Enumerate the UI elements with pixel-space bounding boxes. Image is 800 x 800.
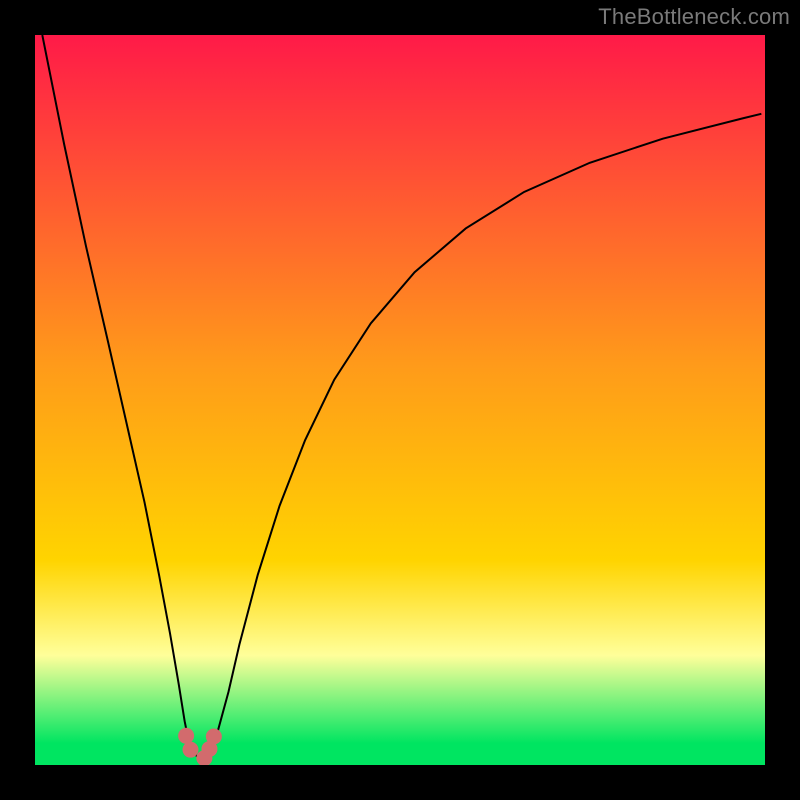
chart-frame: TheBottleneck.com bbox=[0, 0, 800, 800]
curve-marker bbox=[182, 742, 198, 758]
chart-svg bbox=[35, 35, 765, 765]
curve-marker bbox=[178, 728, 194, 744]
curve-marker bbox=[206, 729, 222, 745]
watermark-label: TheBottleneck.com bbox=[598, 4, 790, 30]
gradient-background bbox=[35, 35, 765, 765]
plot-area bbox=[35, 35, 765, 765]
